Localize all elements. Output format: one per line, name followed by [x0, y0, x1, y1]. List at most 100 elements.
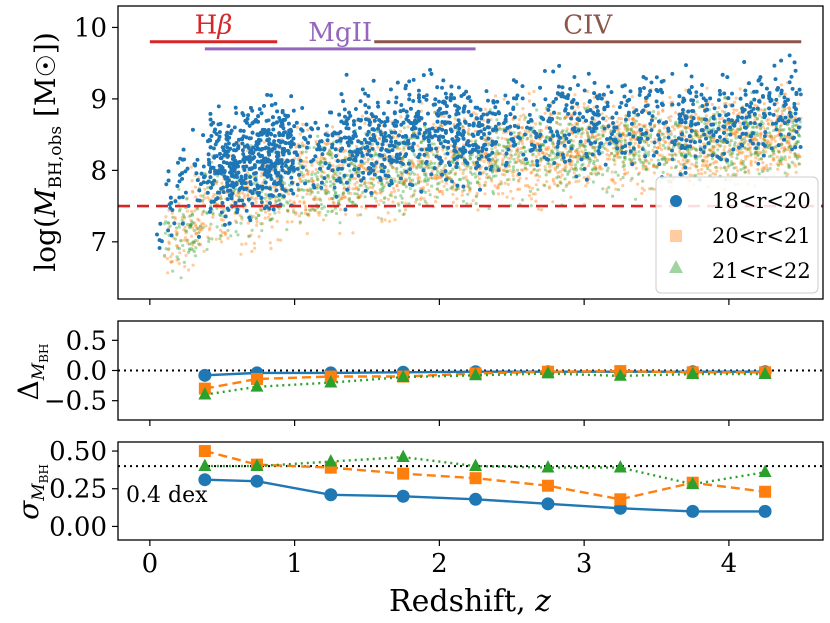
scatter-point	[402, 180, 406, 184]
scatter-point	[327, 190, 331, 194]
scatter-point	[372, 183, 376, 187]
scatter-point	[304, 168, 308, 172]
scatter-point	[794, 170, 798, 174]
scatter-point	[478, 166, 482, 171]
scatter-point	[434, 200, 438, 204]
scatter-point	[474, 195, 478, 199]
scatter-point	[555, 148, 560, 152]
scatter-point	[732, 172, 736, 176]
scatter-point	[768, 143, 772, 147]
scatter-point	[312, 197, 316, 201]
scatter-point	[694, 131, 698, 136]
scatter-point	[170, 259, 174, 263]
scatter-point	[535, 169, 539, 173]
scatter-point	[722, 140, 726, 144]
scatter-point	[754, 151, 758, 155]
scatter-point	[523, 167, 527, 171]
scatter-point	[269, 217, 273, 221]
scatter-point	[414, 200, 418, 204]
scatter-point	[472, 163, 476, 167]
scatter-point	[276, 238, 280, 242]
scatter-point	[556, 171, 560, 175]
scatter-point	[386, 170, 390, 174]
scatter-point	[585, 107, 589, 111]
scatter-point	[169, 260, 173, 264]
scatter-point	[503, 137, 507, 141]
scatter-point	[665, 172, 670, 176]
scatter-point	[523, 184, 528, 188]
scatter-point	[564, 115, 568, 119]
scatter-point	[600, 112, 604, 116]
scatter-point	[660, 132, 664, 136]
scatter-point	[651, 164, 656, 168]
scatter-point	[481, 152, 485, 156]
scatter-point	[717, 106, 721, 110]
scatter-point	[506, 182, 510, 187]
scatter-point	[516, 151, 521, 155]
scatter-point	[186, 250, 191, 255]
scatter-point	[517, 132, 521, 136]
scatter-point	[369, 181, 373, 185]
scatter-point	[219, 197, 223, 201]
scatter-point	[660, 154, 664, 158]
scatter-point	[427, 189, 431, 193]
scatter-point	[412, 164, 416, 168]
scatter-point	[630, 159, 634, 163]
scatter-point	[673, 166, 678, 170]
scatter-point	[374, 152, 378, 156]
scatter-point	[301, 195, 305, 199]
scatter-point	[611, 179, 615, 183]
scatter-point	[561, 141, 565, 145]
scatter-point	[637, 157, 642, 161]
scatter-point	[419, 179, 423, 183]
scatter-point	[249, 233, 253, 237]
scatter-point	[738, 87, 742, 91]
scatter-point	[600, 150, 604, 155]
scatter-point	[411, 178, 415, 182]
scatter-point	[525, 167, 529, 172]
scatter-point	[466, 192, 470, 196]
scatter-point	[792, 129, 796, 133]
scatter-point	[741, 150, 745, 154]
scatter-point	[506, 138, 510, 142]
scatter-point	[569, 154, 574, 158]
scatter-point	[191, 263, 195, 267]
scatter-point	[570, 113, 574, 117]
scatter-point	[646, 167, 650, 171]
scatter-point	[589, 136, 593, 140]
scatter-point	[734, 96, 738, 100]
scatter-point	[577, 150, 581, 154]
scatter-point	[736, 127, 740, 131]
scatter-point	[668, 118, 672, 123]
scatter-point	[221, 206, 225, 210]
scatter-point	[690, 162, 694, 166]
scatter-point	[208, 226, 212, 230]
scatter-point	[642, 140, 647, 144]
scatter-point	[715, 169, 719, 173]
scatter-point	[426, 177, 430, 181]
scatter-point	[661, 157, 665, 161]
scatter-point	[443, 172, 447, 176]
scatter-point	[772, 158, 776, 162]
scatter-point	[687, 126, 691, 130]
scatter-point	[605, 190, 609, 194]
scatter-point	[617, 123, 621, 127]
scatter-point	[681, 163, 686, 167]
scatter-point	[494, 130, 499, 135]
scatter-point	[593, 135, 597, 139]
scatter-point	[568, 155, 573, 159]
scatter-point	[361, 190, 365, 194]
scatter-point	[555, 162, 559, 166]
scatter-point	[764, 150, 768, 154]
scatter-point	[752, 137, 756, 141]
scatter-point	[707, 148, 711, 152]
scatter-point	[412, 172, 416, 176]
scatter-point	[592, 135, 597, 140]
scatter-point	[740, 161, 744, 165]
scatter-point	[597, 172, 601, 176]
scatter-point	[711, 172, 715, 176]
scatter-point	[793, 154, 797, 159]
scatter-point	[398, 147, 402, 151]
scatter-point	[640, 191, 644, 195]
